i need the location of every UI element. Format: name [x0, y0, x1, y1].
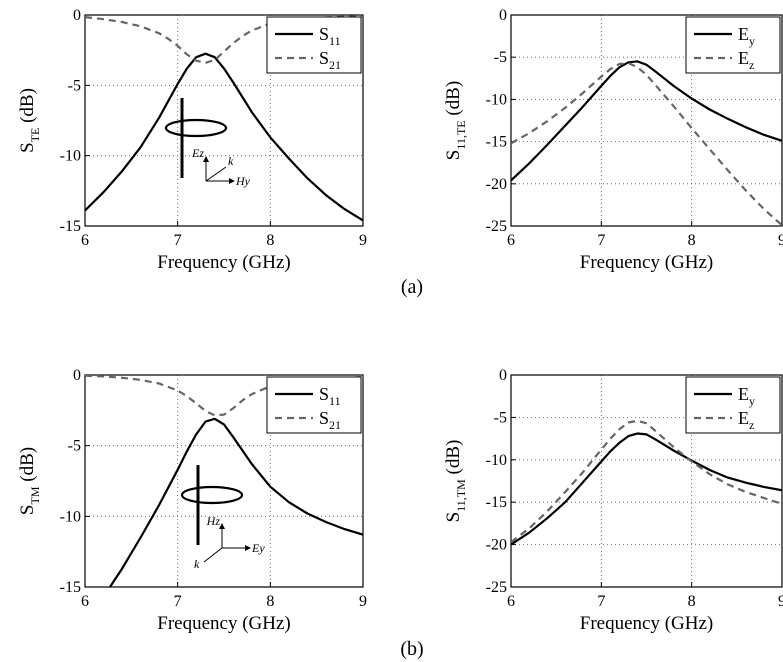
y-tick-label: -10 [60, 508, 81, 525]
caption-b: (b) [400, 638, 423, 660]
legend-label: S11 [319, 384, 341, 408]
x-tick-label: 7 [174, 232, 182, 249]
chart-b-left: 6 7 8 9 0 -5 -10 -15 Frequency (GHz) STM (dB) S11S… [17, 367, 367, 634]
x-tick-label: 6 [507, 232, 515, 249]
y-tick-label: -5 [68, 77, 81, 94]
legend-label: Ey [738, 384, 755, 408]
y-axis-label: S11,TE (dB) [443, 81, 468, 160]
plot-frame [84, 374, 364, 588]
chart-a-right: 6 7 8 9 0 -5 -10 -15 -20 -25 Frequency (GHz) S11,TE… [443, 7, 783, 273]
axis-arrow-diagonal [205, 166, 227, 182]
y-axis-label: STE (dB) [17, 88, 42, 153]
x-tick-label: 8 [688, 593, 696, 610]
annotation-ez: Ez [191, 146, 204, 160]
x-tick-label: 6 [507, 593, 515, 610]
x-tick-label: 9 [359, 593, 367, 610]
y-tick-label: -20 [486, 537, 507, 554]
y-axis-label: S11,TM (dB) [443, 440, 468, 523]
y-tick-label: 0 [499, 367, 507, 384]
y-tick-label: -15 [60, 579, 81, 596]
series-line-s11 [109, 417, 363, 587]
legend-label: S11 [319, 24, 341, 48]
series-line-ey [511, 60, 782, 182]
caption-a: (a) [401, 276, 423, 298]
series-line-s11 [85, 52, 363, 222]
chart-b-right: 6 7 8 9 0 -5 -10 -15 -20 -25 Frequency (GHz) S11,TM… [443, 367, 783, 634]
y-tick-label: -25 [486, 218, 507, 235]
antenna-inset: Hz k Ey [180, 465, 265, 571]
y-tick-label: -5 [68, 438, 81, 455]
y-tick-label: -15 [60, 218, 81, 235]
x-tick-label: 8 [266, 593, 274, 610]
antenna-inset: Ez kHy [164, 98, 251, 188]
x-tick-label: 7 [597, 232, 605, 249]
x-tick-label: 7 [174, 593, 182, 610]
legend-box [685, 16, 781, 74]
x-tick-label: 6 [81, 593, 89, 610]
y-tick-label: -5 [494, 49, 507, 66]
legend-box [266, 16, 362, 74]
plot-frame [510, 14, 783, 227]
arrow-head [219, 523, 225, 529]
y-tick-label: -10 [486, 91, 507, 108]
arrow-head [245, 545, 251, 551]
annotation-ey: Ey [251, 541, 265, 555]
plot-frame [510, 374, 783, 588]
x-axis-label: Frequency (GHz) [580, 252, 713, 273]
arrow-head [203, 156, 209, 162]
series-line-ez [511, 419, 782, 543]
x-axis-label: Frequency (GHz) [157, 252, 290, 273]
series-line-ey [511, 432, 782, 546]
annotation-k: k [194, 557, 200, 571]
annotation-hz: Hz [206, 514, 221, 528]
x-tick-label: 9 [778, 232, 783, 249]
x-tick-label: 8 [266, 232, 274, 249]
legend-label: Ez [738, 48, 754, 72]
loop-ring [180, 485, 244, 505]
axis-arrow-diagonal [203, 547, 223, 563]
x-axis-label: Frequency (GHz) [580, 613, 713, 634]
y-tick-label: -5 [494, 409, 507, 426]
x-tick-label: 6 [81, 232, 89, 249]
y-tick-label: -20 [486, 176, 507, 193]
legend-label: S21 [319, 408, 341, 432]
chart-a-left: 6 7 8 9 0 -5 -10 -15 Frequency (GHz) STE (dB) S11S… [17, 7, 367, 273]
y-axis-label: STM (dB) [17, 447, 42, 515]
x-tick-label: 8 [688, 232, 696, 249]
legend-box [266, 376, 362, 434]
legend-label: Ez [738, 408, 754, 432]
plot-frame [84, 14, 364, 227]
y-tick-label: 0 [73, 367, 81, 384]
y-tick-label: -10 [60, 148, 81, 165]
y-tick-label: 0 [73, 7, 81, 24]
y-tick-label: -10 [486, 452, 507, 469]
legend-label: S21 [319, 48, 341, 72]
annotation-hy: Hy [235, 174, 251, 188]
annotation-k: k [228, 154, 234, 168]
x-axis-label: Frequency (GHz) [157, 613, 290, 634]
y-tick-label: -15 [486, 134, 507, 151]
x-tick-label: 9 [778, 593, 783, 610]
legend-box [685, 376, 781, 434]
x-tick-label: 7 [597, 593, 605, 610]
loop-ring [164, 118, 228, 138]
series-line-s21 [85, 15, 363, 64]
y-tick-label: -25 [486, 579, 507, 596]
y-tick-label: 0 [499, 7, 507, 24]
y-tick-label: -15 [486, 494, 507, 511]
series-line-ez [511, 61, 782, 226]
x-tick-label: 9 [359, 232, 367, 249]
arrow-head [229, 178, 235, 184]
legend-label: Ey [738, 24, 755, 48]
